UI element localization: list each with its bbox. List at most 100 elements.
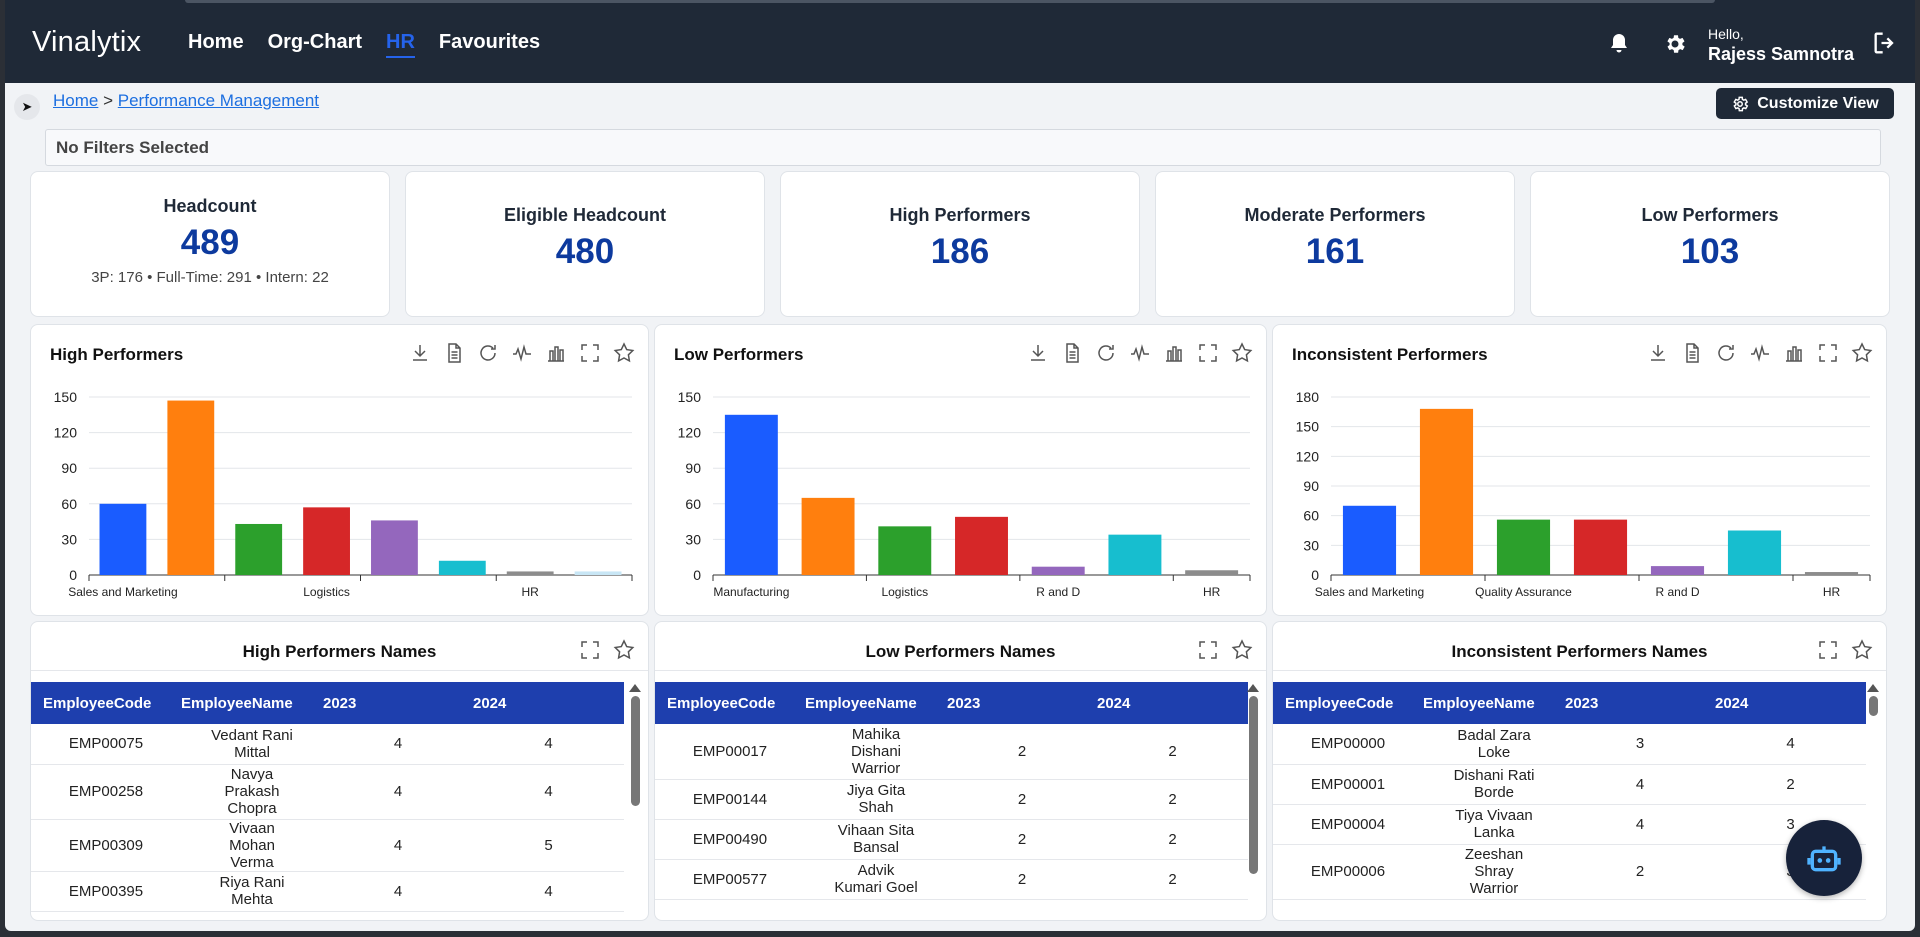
customize-view-button[interactable]: Customize View [1716,88,1894,119]
bar[interactable] [1185,570,1239,575]
table-row[interactable]: EMP00075 Vedant Rani Mittal 4 4 [31,724,624,765]
scroll-up-arrow[interactable] [1247,684,1259,692]
column-header[interactable]: 2024 [473,682,624,724]
star-icon[interactable] [612,341,636,365]
table-row[interactable]: EMP00001 Dishani Rati Borde 4 2 [1273,764,1866,805]
column-header[interactable]: EmployeeName [1423,682,1565,724]
bar[interactable] [99,503,147,575]
nav-home[interactable]: Home [188,31,244,53]
star-icon[interactable] [1850,341,1874,365]
bar[interactable] [1419,408,1474,575]
table-row[interactable]: EMP00258 Navya Prakash Chopra 4 4 [31,764,624,820]
user-greeting[interactable]: Hello, Rajess Samnotra [1708,26,1854,65]
bar[interactable] [167,400,215,575]
bar[interactable] [235,523,283,575]
bar[interactable] [1031,566,1085,575]
table-row[interactable]: EMP00309 Vivaan Mohan Verma 4 5 [31,819,624,872]
bar[interactable] [1573,519,1628,575]
bar[interactable] [878,526,932,575]
filter-summary-bar[interactable]: No Filters Selected [45,129,1881,166]
column-header[interactable]: 2023 [947,682,1097,724]
document-icon[interactable] [442,341,466,365]
nav-org-chart[interactable]: Org-Chart [267,31,363,53]
column-header[interactable]: 2023 [1565,682,1715,724]
column-header[interactable]: 2024 [1715,682,1866,724]
chatbot-button[interactable] [1786,820,1862,896]
fullscreen-icon[interactable] [1816,341,1840,365]
line-chart-icon[interactable] [510,341,534,365]
bar[interactable] [1650,566,1705,575]
bar[interactable] [955,516,1008,575]
star-icon[interactable] [1850,638,1874,662]
fullscreen-icon[interactable] [1196,638,1220,662]
bar[interactable] [438,560,486,575]
bar[interactable] [1496,519,1551,575]
column-header[interactable]: EmployeeName [805,682,947,724]
column-header[interactable]: EmployeeCode [1273,682,1423,724]
bar[interactable] [574,571,622,575]
scroll-up-arrow[interactable] [629,684,641,692]
table-cell: 4 [473,724,624,765]
bar[interactable] [801,497,855,575]
sidebar-toggle-button[interactable]: ➤ [14,94,40,120]
column-header[interactable]: EmployeeName [181,682,323,724]
table-row[interactable]: EMP00490 Vihaan Sita Bansal 2 2 [655,819,1248,860]
scrollbar-thumb[interactable] [631,696,640,806]
gear-icon[interactable] [1663,32,1687,56]
bar-chart-icon[interactable] [1782,341,1806,365]
table-row[interactable]: EMP00000 Badal Zara Loke 3 4 [1273,724,1866,765]
table-row[interactable]: EMP00004 Tiya Vivaan Lanka 4 3 [1273,804,1866,845]
fullscreen-icon[interactable] [1196,341,1220,365]
nav-hr[interactable]: HR [386,31,415,58]
document-icon[interactable] [1060,341,1084,365]
document-icon[interactable] [1680,341,1704,365]
nav-favourites[interactable]: Favourites [438,31,541,53]
refresh-icon[interactable] [476,341,500,365]
bar[interactable] [724,414,778,575]
greeting-text: Hello, [1708,26,1744,42]
breadcrumb-home-link[interactable]: Home [53,91,99,110]
star-icon[interactable] [612,638,636,662]
bell-icon[interactable] [1607,32,1631,56]
refresh-icon[interactable] [1714,341,1738,365]
column-header[interactable]: EmployeeCode [655,682,805,724]
bar[interactable] [1727,530,1782,576]
bar[interactable] [1804,572,1859,575]
column-header[interactable]: EmployeeCode [31,682,181,724]
bar[interactable] [1342,505,1397,575]
bar-chart-icon[interactable] [544,341,568,365]
y-tick-label: 90 [1303,478,1319,494]
table-row[interactable]: EMP00017 Mahika Dishani Warrior 2 2 [655,724,1248,780]
refresh-icon[interactable] [1094,341,1118,365]
scroll-up-arrow[interactable] [1867,684,1879,692]
table-cell: Advik Kumari Goel [805,859,947,900]
logout-icon[interactable] [1871,29,1899,57]
table-cell: 2 [1715,764,1866,805]
star-icon[interactable] [1230,341,1254,365]
bar[interactable] [303,507,350,575]
fullscreen-icon[interactable] [578,638,602,662]
fullscreen-icon[interactable] [1816,638,1840,662]
bar-chart-icon[interactable] [1162,341,1186,365]
download-icon[interactable] [1646,341,1670,365]
table-row[interactable]: EMP00577 Advik Kumari Goel 2 2 [655,859,1248,900]
bar[interactable] [1108,534,1162,575]
app-logo[interactable]: Vinalytix [32,26,142,58]
column-header[interactable]: 2023 [323,682,473,724]
scrollbar-thumb[interactable] [1869,696,1878,716]
bar[interactable] [506,571,554,575]
table-row[interactable]: EMP00395 Riya Rani Mehta 4 4 [31,871,624,912]
table-row[interactable]: EMP00144 Jiya Gita Shah 2 2 [655,779,1248,820]
fullscreen-icon[interactable] [578,341,602,365]
column-header[interactable]: 2024 [1097,682,1248,724]
download-icon[interactable] [408,341,432,365]
download-icon[interactable] [1026,341,1050,365]
scrollbar-thumb[interactable] [1249,696,1258,874]
star-icon[interactable] [1230,638,1254,662]
line-chart-icon[interactable] [1128,341,1152,365]
y-tick-label: 60 [685,496,701,512]
breadcrumb-current-link[interactable]: Performance Management [117,91,320,110]
bar[interactable] [371,520,418,575]
line-chart-icon[interactable] [1748,341,1772,365]
